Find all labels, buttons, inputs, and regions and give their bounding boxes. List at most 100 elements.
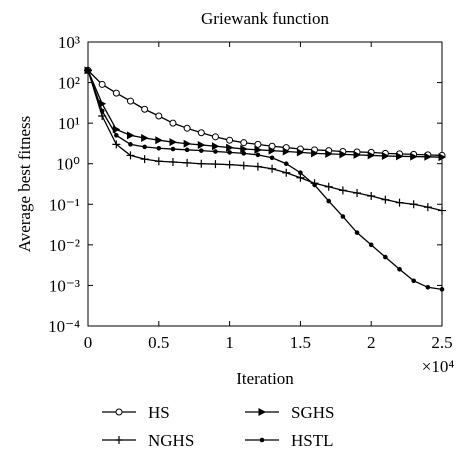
y-tick-label: 10² (58, 74, 80, 93)
marker (240, 139, 248, 147)
marker (424, 152, 432, 161)
marker (183, 158, 192, 167)
marker (268, 146, 277, 155)
legend-label: SGHS (291, 403, 334, 422)
marker (381, 151, 390, 160)
marker (367, 192, 376, 201)
marker (154, 157, 163, 166)
x-axis-label: Iteration (236, 369, 294, 388)
series-line (87, 70, 443, 212)
marker (197, 140, 206, 149)
marker (312, 182, 317, 188)
legend-label: HSTL (291, 431, 334, 450)
marker (368, 242, 374, 248)
marker (98, 80, 106, 88)
y-tick-label: 10⁰ (56, 155, 80, 174)
marker (114, 133, 119, 138)
marker (126, 131, 135, 140)
marker (141, 134, 149, 143)
marker (338, 186, 347, 195)
marker (170, 146, 176, 152)
chart-title: Griewank function (201, 9, 329, 28)
marker (282, 168, 291, 177)
marker (283, 161, 289, 167)
marker (438, 153, 446, 162)
marker (395, 198, 404, 207)
marker (353, 188, 362, 197)
y-tick-label: 10³ (58, 33, 80, 52)
marker (367, 151, 376, 160)
y-axis-label: Average best fitness (15, 116, 34, 253)
marker (240, 145, 248, 154)
marker (128, 142, 133, 147)
marker (254, 140, 262, 148)
marker (324, 182, 333, 191)
marker (425, 284, 431, 290)
x-tick-label: 0.5 (148, 333, 169, 352)
marker (169, 138, 177, 147)
marker (197, 159, 206, 168)
marker (184, 147, 190, 153)
marker (211, 142, 220, 151)
marker (439, 287, 445, 292)
marker (298, 170, 303, 176)
x-tick-label: 0 (84, 333, 93, 352)
series-line (87, 69, 443, 157)
marker (168, 158, 177, 167)
marker (197, 129, 205, 137)
marker (169, 119, 177, 127)
marker (227, 150, 232, 155)
marker (156, 145, 162, 151)
marker (254, 145, 262, 154)
marker (259, 437, 265, 443)
x-multiplier: ×10⁴ (422, 357, 455, 376)
x-tick-label: 1.5 (290, 333, 311, 352)
marker (353, 150, 362, 159)
marker (354, 230, 360, 235)
marker (142, 144, 147, 150)
y-tick-label: 10⁻¹ (49, 195, 80, 214)
marker (112, 140, 121, 149)
marker (126, 97, 134, 105)
legend-label: NGHS (148, 431, 194, 450)
marker (410, 152, 418, 161)
marker (239, 161, 248, 170)
marker (325, 149, 333, 158)
x-tick-label: 1 (225, 333, 234, 352)
marker (339, 150, 347, 159)
marker (183, 124, 191, 132)
marker (226, 136, 234, 144)
marker (213, 149, 218, 154)
marker (255, 152, 261, 158)
y-tick-label: 10⁻³ (49, 276, 80, 295)
marker (438, 206, 446, 215)
marker (296, 173, 305, 182)
marker (211, 133, 219, 141)
marker (269, 155, 275, 161)
marker (183, 139, 192, 148)
marker (85, 68, 91, 73)
marker (411, 278, 416, 284)
marker (211, 160, 220, 169)
marker (258, 408, 266, 416)
marker (241, 151, 247, 156)
y-tick-label: 10⁻² (49, 236, 80, 255)
marker (253, 162, 262, 171)
marker (140, 155, 149, 164)
marker (126, 151, 135, 160)
marker (340, 214, 346, 219)
marker (383, 254, 388, 260)
y-tick-label: 10⁻⁴ (48, 317, 80, 336)
marker (115, 436, 123, 444)
marker (155, 112, 163, 120)
marker (409, 200, 418, 209)
plot-frame (87, 41, 443, 327)
legend-label: HS (148, 403, 170, 422)
marker (225, 160, 234, 169)
marker (198, 148, 204, 153)
marker (397, 266, 402, 272)
marker (99, 108, 105, 114)
series-line (87, 70, 443, 158)
marker (155, 136, 163, 145)
